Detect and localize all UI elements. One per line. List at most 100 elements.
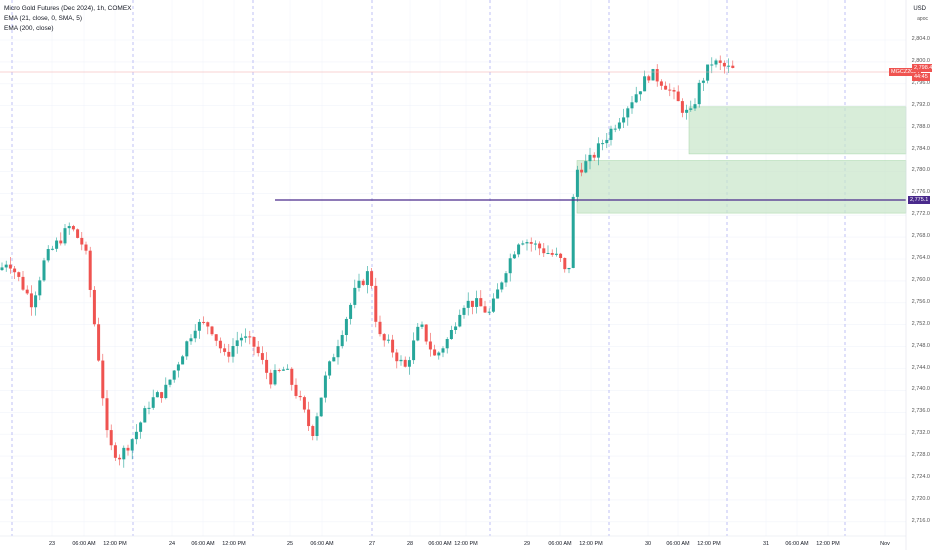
candle-body xyxy=(428,341,432,350)
candle-body xyxy=(722,62,726,67)
price-label: 2,772.0 xyxy=(911,211,930,218)
candle-body xyxy=(92,289,96,325)
lower-demand-zone[interactable] xyxy=(576,160,907,214)
candle-body xyxy=(109,430,113,446)
candle-body xyxy=(706,64,710,81)
candle-body xyxy=(424,324,428,342)
candle-body xyxy=(395,352,399,362)
candle-body xyxy=(105,398,109,431)
candle-body xyxy=(139,422,143,432)
candle-body xyxy=(143,408,147,423)
price-label: 2,784.0 xyxy=(911,145,930,152)
candle-body xyxy=(462,307,466,315)
candle-body xyxy=(17,272,21,277)
price-label: 2,788.0 xyxy=(911,123,930,130)
candle-body xyxy=(294,384,298,396)
candle-body xyxy=(84,244,88,251)
candle-body xyxy=(617,122,621,129)
candle-body xyxy=(605,139,609,144)
time-label: 06:00 AM xyxy=(785,541,809,547)
candle-body xyxy=(8,264,12,269)
candle-body xyxy=(80,237,84,245)
candle-body xyxy=(685,109,689,113)
candle-body xyxy=(445,339,449,349)
candle-body xyxy=(172,370,176,380)
candle-body xyxy=(487,311,491,313)
time-label: 31 xyxy=(762,541,770,547)
candle-body xyxy=(344,318,348,336)
candle-body xyxy=(298,395,302,398)
candle-body xyxy=(273,370,277,385)
candle-body xyxy=(500,282,504,290)
price-label: 2,800.0 xyxy=(911,57,930,64)
candle-body xyxy=(189,338,193,342)
time-label: 24 xyxy=(168,541,176,547)
candle-body xyxy=(496,289,500,299)
candle-body xyxy=(50,248,54,250)
time-label: 06:00 AM xyxy=(666,541,690,547)
candle-body xyxy=(407,360,411,367)
candle-body xyxy=(101,360,105,399)
candle-body xyxy=(714,60,718,65)
candle-body xyxy=(113,445,117,458)
candle-body xyxy=(491,298,495,312)
currency-sub-label: apoc xyxy=(917,16,928,22)
price-label: 2,744.0 xyxy=(911,364,930,371)
candle-body xyxy=(533,243,537,245)
symbol-title[interactable]: Micro Gold Futures (Dec 2024), 1h, COMEX xyxy=(4,5,132,12)
currency-label[interactable]: USD xyxy=(913,6,926,12)
candle-body xyxy=(302,397,306,410)
candle-body xyxy=(290,368,294,385)
candle-body xyxy=(13,268,17,273)
candle-body xyxy=(168,379,172,385)
candle-body xyxy=(147,407,151,409)
candle-body xyxy=(651,69,655,81)
symbol-badge: MGCZ2024 xyxy=(889,68,922,76)
candle-body xyxy=(727,65,731,67)
session-separators xyxy=(11,0,846,536)
candle-body xyxy=(634,94,638,103)
time-label: 12:00 PM xyxy=(222,541,246,547)
time-label: 06:00 AM xyxy=(548,541,572,547)
candle-body xyxy=(286,368,290,370)
price-axis[interactable]: USD apoc xyxy=(906,0,932,550)
candle-body xyxy=(88,250,92,290)
candle-body xyxy=(46,249,50,261)
time-label: 28 xyxy=(406,541,414,547)
candle-body xyxy=(399,359,403,362)
demand-zones xyxy=(576,106,907,214)
candle-body xyxy=(248,336,252,338)
price-label: 2,748.0 xyxy=(911,342,930,349)
candle-body xyxy=(592,154,596,158)
candle-body xyxy=(647,76,651,81)
price-label: 2,716.0 xyxy=(911,517,930,524)
candle-body xyxy=(718,60,722,63)
candle-body xyxy=(197,321,201,331)
price-label: 2,732.0 xyxy=(911,430,930,437)
candle-body xyxy=(370,271,374,286)
price-label: 2,760.0 xyxy=(911,276,930,283)
ema-21-indicator[interactable]: EMA (21, close, 0, SMA, 5) xyxy=(4,15,83,22)
upper-demand-zone[interactable] xyxy=(688,106,907,155)
time-label: 12:00 PM xyxy=(816,541,840,547)
candle-body xyxy=(160,392,164,399)
candle-body xyxy=(525,242,529,244)
candle-body xyxy=(382,334,386,341)
price-label: 2,752.0 xyxy=(911,320,930,327)
candle-body xyxy=(588,154,592,162)
time-label: 06:00 AM xyxy=(428,541,452,547)
candle-body xyxy=(34,295,38,308)
ema-200-indicator[interactable]: EMA (200, close) xyxy=(4,25,54,32)
candle-body xyxy=(181,356,185,365)
candle-body xyxy=(269,372,273,385)
candle-body xyxy=(336,346,340,358)
candle-body xyxy=(332,357,336,362)
candle-body xyxy=(672,90,676,92)
candle-body xyxy=(701,80,705,83)
candle-body xyxy=(567,267,571,270)
candle-body xyxy=(185,341,189,357)
candle-body xyxy=(563,257,567,270)
candle-body xyxy=(403,359,407,367)
candle-body xyxy=(454,326,458,330)
